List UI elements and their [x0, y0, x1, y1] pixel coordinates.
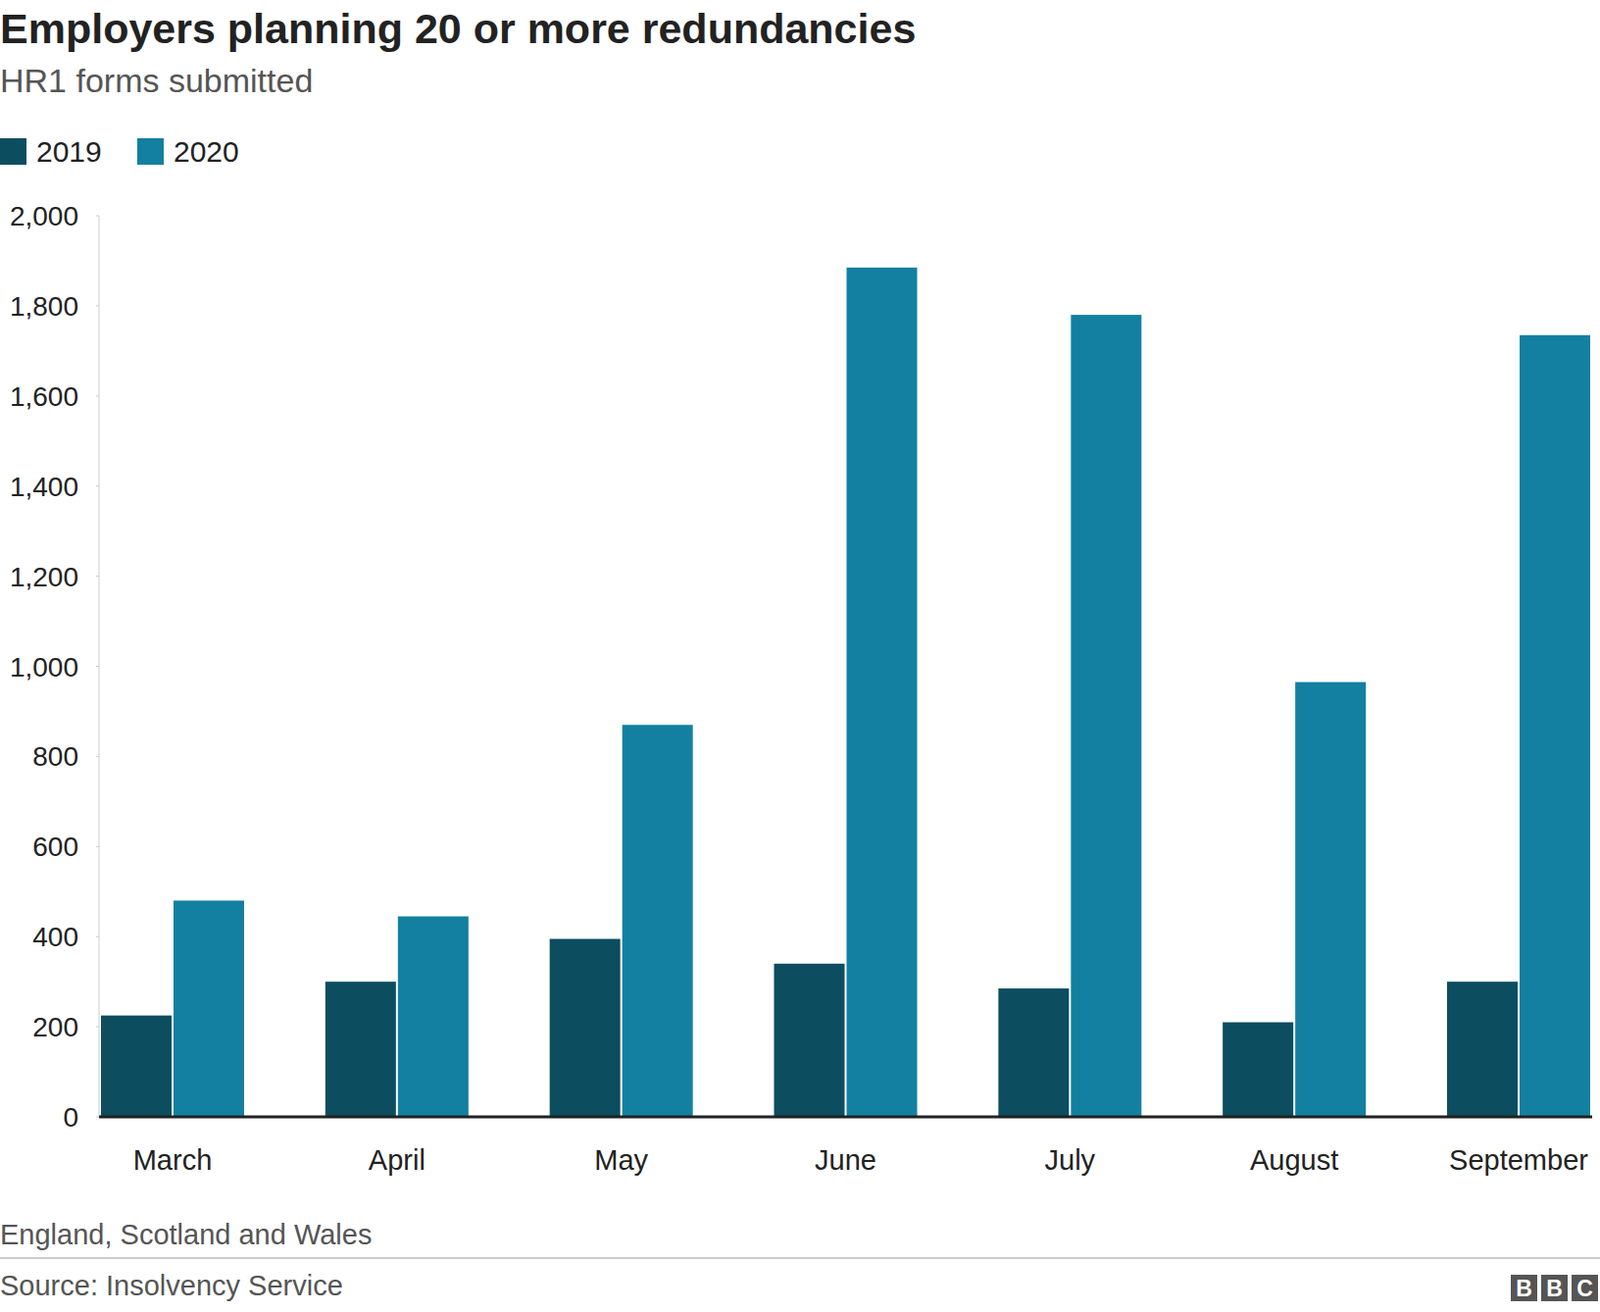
y-tick-label: 400	[32, 921, 79, 952]
y-tick-label: 2,000	[9, 200, 79, 232]
bar	[100, 1015, 172, 1117]
bar	[998, 988, 1069, 1117]
baseline	[99, 1115, 1593, 1119]
y-tick-label: 1,400	[9, 471, 79, 502]
y-tick-label: 800	[32, 741, 79, 772]
tick-mark	[96, 936, 100, 938]
bar	[550, 938, 621, 1117]
logo-box	[1510, 1274, 1538, 1301]
title: Employers planning 20 or more redundanci…	[0, 4, 916, 52]
tick-mark	[96, 395, 100, 397]
y-tick-label: 200	[32, 1011, 79, 1043]
tick-mark	[96, 846, 100, 848]
tick-mark	[96, 575, 100, 577]
bars	[100, 267, 1591, 1117]
x-tick-label: September	[1449, 1144, 1589, 1176]
x-tick-label: July	[1045, 1144, 1097, 1176]
logo-letter: B	[1546, 1275, 1563, 1301]
bar	[847, 267, 918, 1117]
tick-mark	[96, 665, 100, 667]
legend-label: 2020	[173, 135, 240, 168]
legend-label: 2019	[36, 135, 102, 168]
logo-letter: B	[1515, 1275, 1533, 1301]
logo-box	[1571, 1274, 1599, 1301]
note: England, Scotland and Wales	[0, 1218, 372, 1250]
tick-mark	[96, 1026, 100, 1028]
tick-mark	[96, 215, 100, 217]
bar	[1295, 682, 1366, 1117]
bar	[774, 963, 846, 1117]
y-tick-label: 600	[32, 831, 79, 862]
bar	[622, 724, 694, 1117]
y-tick-label: 1,200	[9, 561, 79, 593]
legend-swatch	[137, 138, 164, 165]
bar	[325, 981, 397, 1117]
footer-rule	[0, 1257, 1600, 1259]
bar	[1447, 981, 1518, 1117]
bar	[173, 900, 245, 1117]
bar	[1070, 314, 1142, 1117]
source: Source: Insolvency Service	[0, 1269, 344, 1301]
chart: Employers planning 20 or more redundanci…	[0, 0, 1600, 1312]
logo-box	[1541, 1274, 1568, 1301]
bar	[398, 916, 469, 1117]
bar	[1222, 1022, 1294, 1117]
y-tick-label: 1,600	[9, 381, 79, 412]
y-tick-label: 0	[62, 1101, 79, 1133]
legend-swatch	[0, 138, 27, 165]
tick-mark	[96, 304, 100, 306]
bar	[1519, 335, 1591, 1117]
subtitle: HR1 forms submitted	[0, 61, 313, 100]
y-tick-label: 1,000	[9, 651, 79, 683]
y-tick-label: 1,800	[9, 291, 79, 322]
x-tick-label: March	[133, 1144, 213, 1176]
x-tick-label: May	[594, 1144, 649, 1176]
logo-letter: C	[1576, 1275, 1594, 1301]
tick-mark	[96, 485, 100, 487]
tick-mark	[96, 1116, 100, 1118]
x-tick-label: June	[814, 1144, 877, 1176]
x-tick-label: April	[368, 1144, 426, 1176]
tick-mark	[96, 755, 100, 757]
x-tick-label: August	[1250, 1144, 1339, 1176]
